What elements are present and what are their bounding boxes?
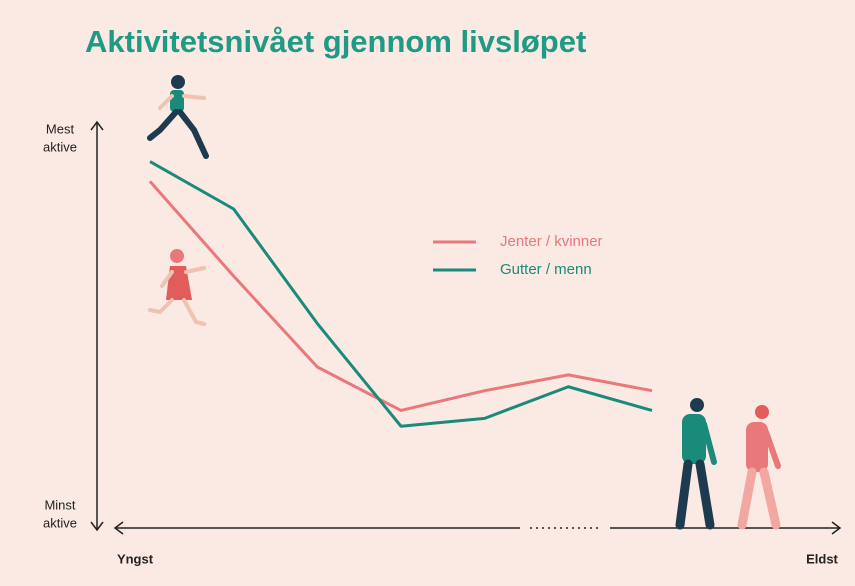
walker-woman <box>737 405 781 530</box>
chart-title: Aktivitetsnivået gjennom livsløpet <box>85 24 586 59</box>
runner-girl <box>148 249 206 326</box>
x-end-label: Eldst <box>806 551 838 566</box>
x-start-label: Yngst <box>117 551 154 566</box>
x-arrow-left <box>113 521 124 535</box>
x-arrow-right <box>831 521 842 535</box>
walker-man <box>675 398 717 530</box>
series-line <box>148 180 653 412</box>
y-top-label: aktive <box>43 139 77 154</box>
runner-boy <box>147 75 209 159</box>
series-line <box>149 160 653 428</box>
y-arrow-top <box>90 120 104 131</box>
legend-label: Gutter / menn <box>500 261 592 278</box>
y-top-label: Mest <box>46 121 75 136</box>
legend-label: Jenter / kvinner <box>500 233 603 250</box>
y-arrow-bottom <box>90 521 104 532</box>
y-bottom-label: aktive <box>43 515 77 530</box>
y-bottom-label: Minst <box>44 497 75 512</box>
